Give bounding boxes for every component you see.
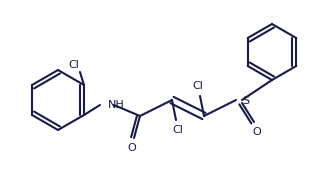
Text: O: O: [253, 127, 261, 137]
Text: O: O: [128, 143, 136, 153]
Text: Cl: Cl: [173, 125, 183, 135]
Text: S: S: [242, 96, 249, 106]
Text: NH: NH: [108, 100, 125, 110]
Text: Cl: Cl: [69, 60, 79, 70]
Text: Cl: Cl: [193, 81, 203, 91]
